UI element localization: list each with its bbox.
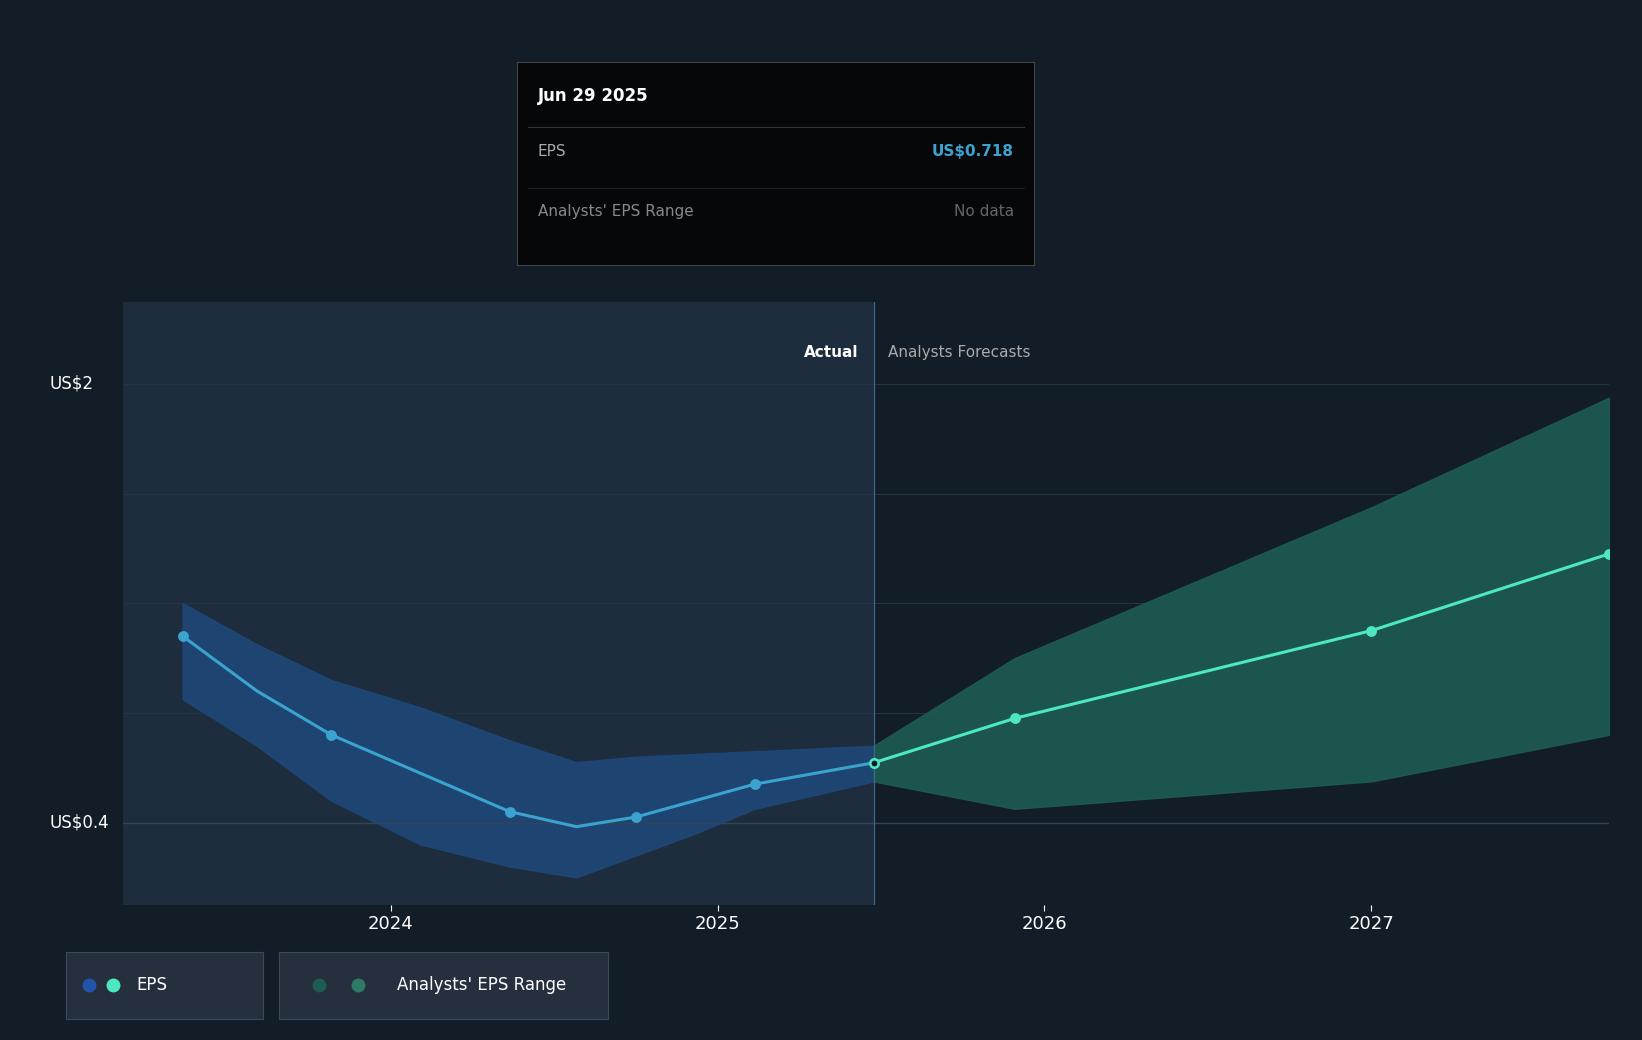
Text: EPS: EPS bbox=[136, 977, 167, 994]
Text: Jun 29 2025: Jun 29 2025 bbox=[539, 86, 649, 105]
Text: Analysts' EPS Range: Analysts' EPS Range bbox=[539, 204, 693, 219]
Text: No data: No data bbox=[954, 204, 1013, 219]
Text: Actual: Actual bbox=[805, 344, 859, 360]
Text: EPS: EPS bbox=[539, 144, 566, 158]
Text: Analysts Forecasts: Analysts Forecasts bbox=[888, 344, 1031, 360]
Text: US$0.4: US$0.4 bbox=[49, 813, 108, 832]
Bar bbox=[123, 302, 874, 905]
Bar bbox=[874, 302, 1609, 905]
Text: US$0.718: US$0.718 bbox=[931, 144, 1013, 158]
Text: Analysts' EPS Range: Analysts' EPS Range bbox=[397, 977, 566, 994]
Text: US$2: US$2 bbox=[49, 374, 94, 393]
